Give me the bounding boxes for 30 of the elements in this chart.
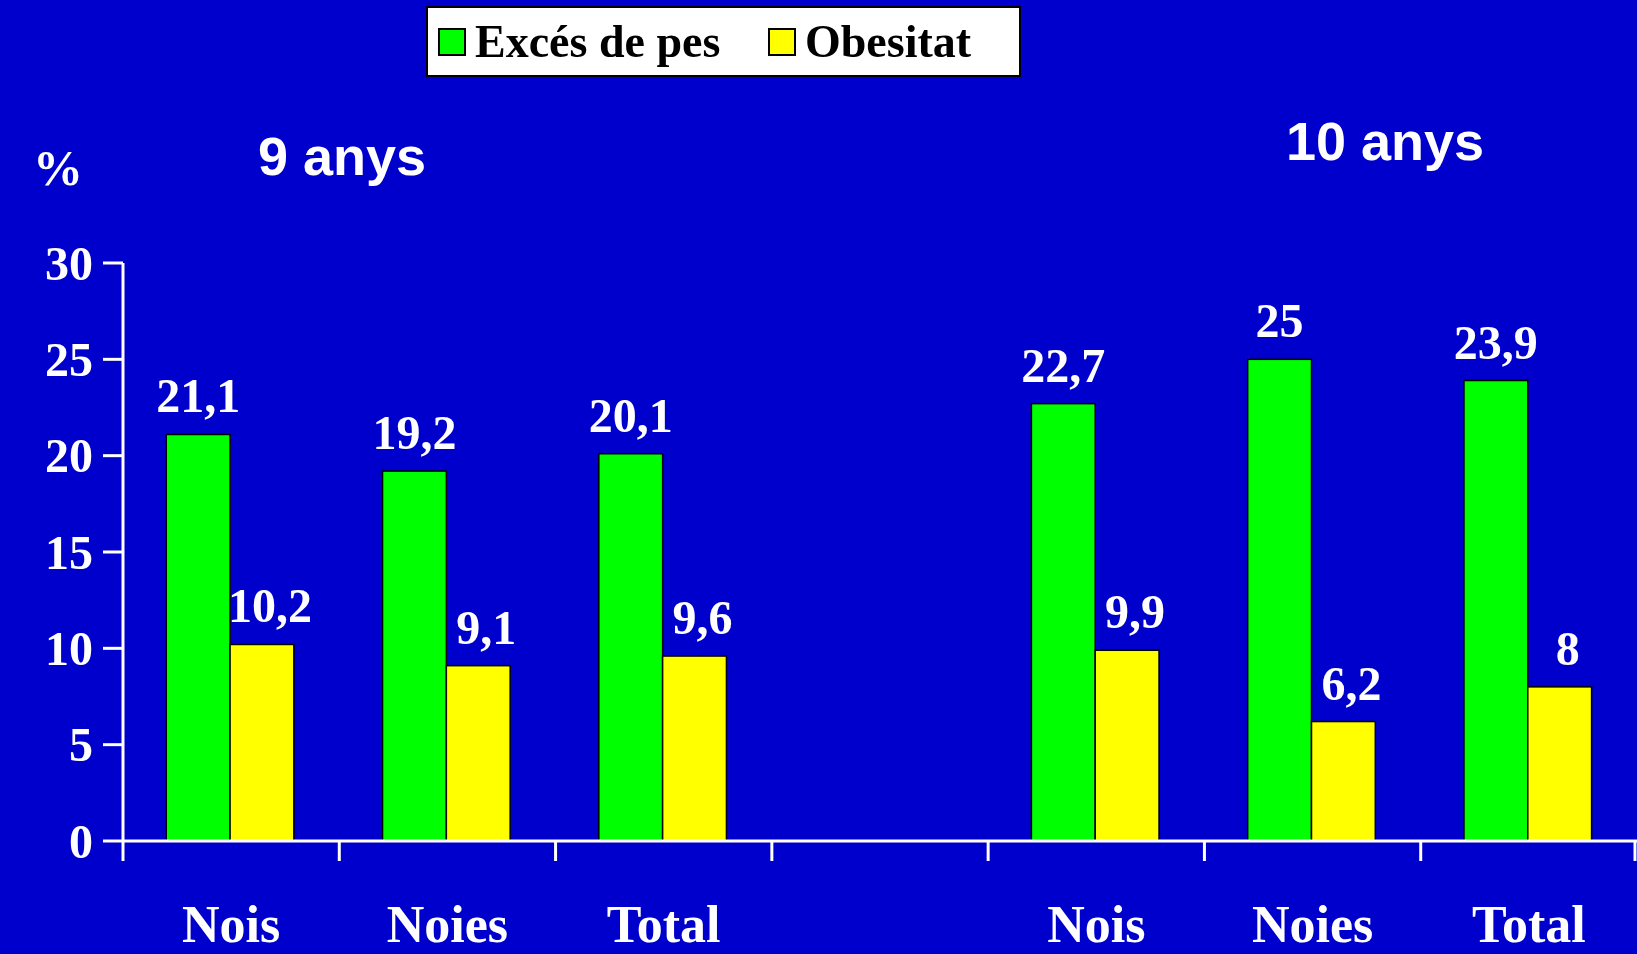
y-tick-label: 15 <box>45 525 93 579</box>
x-tick-label: Nois <box>182 896 281 953</box>
y-tick-label: 25 <box>45 333 93 387</box>
legend-label: Obesitat <box>805 16 972 67</box>
x-tick-label: Total <box>606 896 721 953</box>
data-label: 25 <box>1255 294 1304 348</box>
x-tick-label: Noies <box>386 896 509 953</box>
text: 9 anys <box>257 126 427 186</box>
y-tick-label: 10 <box>45 622 93 676</box>
x-tick-label: Nois <box>1047 896 1146 953</box>
data-label: 8 <box>1555 621 1580 675</box>
data-label: 21,1 <box>156 369 241 423</box>
data-label: 20,1 <box>588 388 673 442</box>
y-axis-title: % <box>33 140 83 196</box>
x-tick-label: Total <box>1472 896 1586 953</box>
data-label: 10,2 <box>227 579 312 633</box>
data-label: 19,2 <box>372 406 457 460</box>
y-tick-label: 30 <box>45 236 93 290</box>
data-label: 9,1 <box>456 600 517 654</box>
data-label: 9,9 <box>1105 585 1166 639</box>
legend-label: Excés de pes <box>475 16 721 67</box>
data-label: 6,2 <box>1321 656 1382 710</box>
y-tick-label: 20 <box>45 429 93 483</box>
y-tick-label: 5 <box>69 718 93 772</box>
x-tick-label: Noies <box>1251 896 1374 953</box>
y-tick-label: 0 <box>69 814 93 868</box>
data-label: 23,9 <box>1453 315 1538 369</box>
data-label: 9,6 <box>672 591 733 645</box>
data-label: 22,7 <box>1021 338 1106 392</box>
text: 10 anys <box>1285 111 1485 171</box>
